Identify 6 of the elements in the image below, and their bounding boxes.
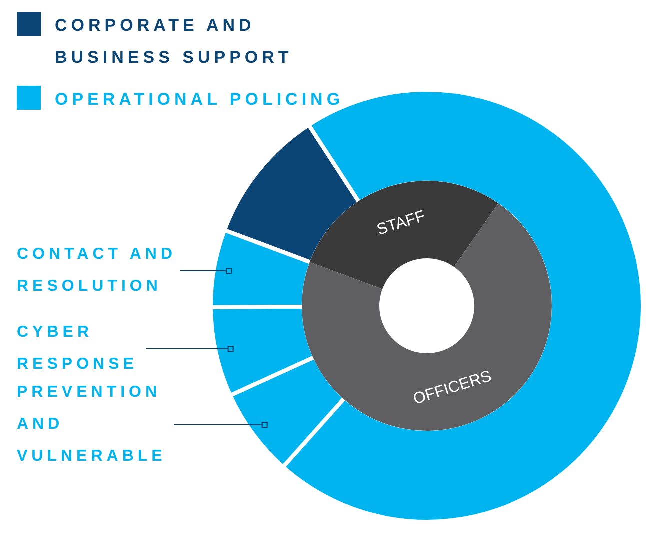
slice-label: PREVENTION AND VULNERABLE xyxy=(17,383,168,468)
legend-label: OPERATIONAL POLICING xyxy=(55,89,345,111)
slice-label: STAFF xyxy=(375,208,428,240)
slice-label: CYBER RESPONSE xyxy=(17,323,139,376)
slice-label: CONTACT AND RESOLUTION xyxy=(17,244,178,297)
legend-label: CORPORATE AND BUSINESS SUPPORT xyxy=(55,15,294,69)
